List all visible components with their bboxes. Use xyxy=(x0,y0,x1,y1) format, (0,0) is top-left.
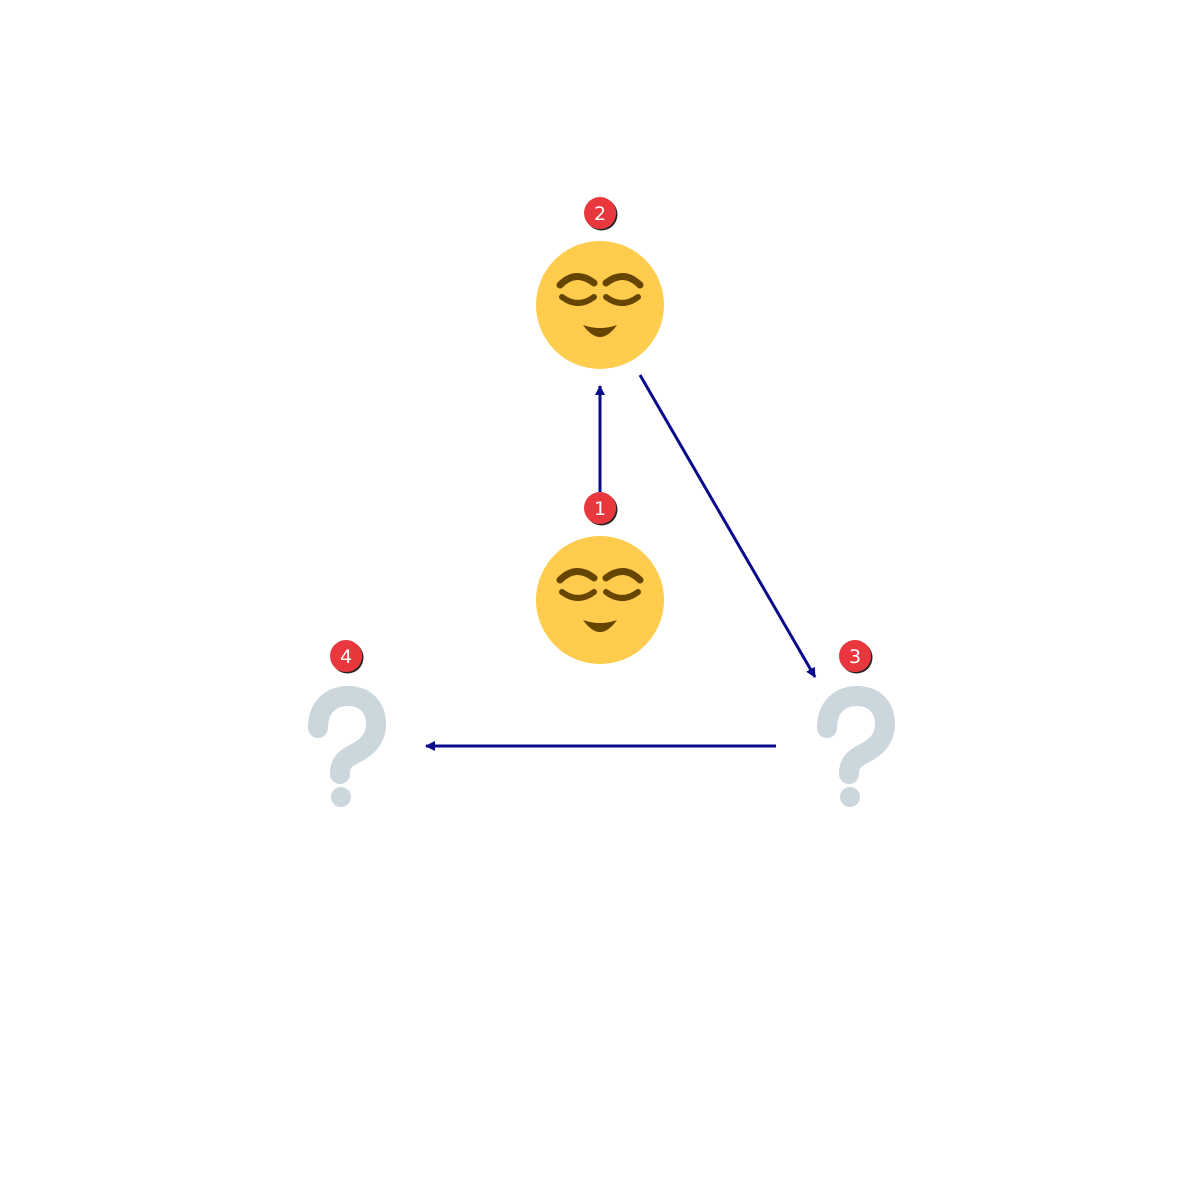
node-2-relieved-face-icon xyxy=(536,241,664,369)
node-3-question-mark-icon xyxy=(827,696,885,807)
node-3-badge: 3 xyxy=(839,640,871,672)
node-1-relieved-face-icon xyxy=(536,536,664,664)
arrow-2-to-3 xyxy=(640,375,815,677)
node-2-badge: 2 xyxy=(584,197,616,229)
node-4-question-mark-icon xyxy=(318,696,376,807)
node-3-badge-label: 3 xyxy=(849,646,861,668)
node-1-badge-label: 1 xyxy=(594,498,606,520)
node-4-badge-label: 4 xyxy=(340,646,352,668)
node-1-badge: 1 xyxy=(584,492,616,524)
node-4-badge: 4 xyxy=(330,640,362,672)
node-2-badge-label: 2 xyxy=(594,203,606,225)
